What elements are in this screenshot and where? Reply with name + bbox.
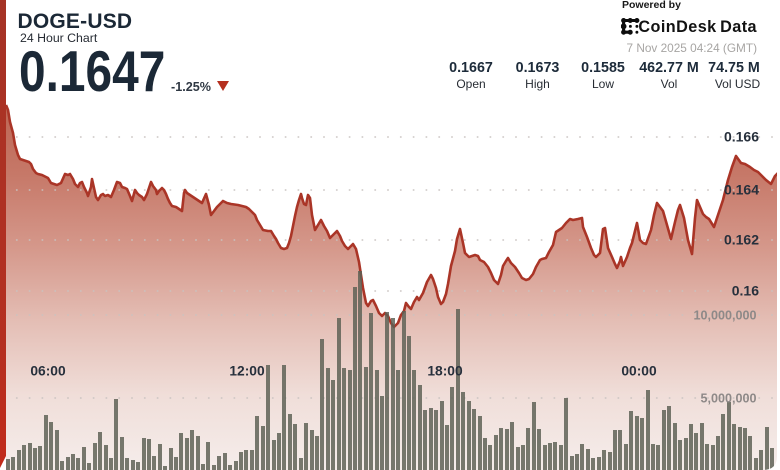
svg-text:00:00: 00:00 [621, 364, 657, 379]
svg-text:5,000,000: 5,000,000 [700, 392, 756, 406]
svg-text:0.166: 0.166 [724, 129, 759, 145]
svg-text:0.162: 0.162 [724, 232, 759, 248]
svg-text:0.164: 0.164 [724, 182, 759, 198]
svg-text:10,000,000: 10,000,000 [693, 309, 756, 323]
svg-text:12:00: 12:00 [229, 364, 265, 379]
svg-text:06:00: 06:00 [30, 364, 66, 379]
svg-text:0.16: 0.16 [732, 283, 759, 299]
svg-text:18:00: 18:00 [427, 364, 463, 379]
